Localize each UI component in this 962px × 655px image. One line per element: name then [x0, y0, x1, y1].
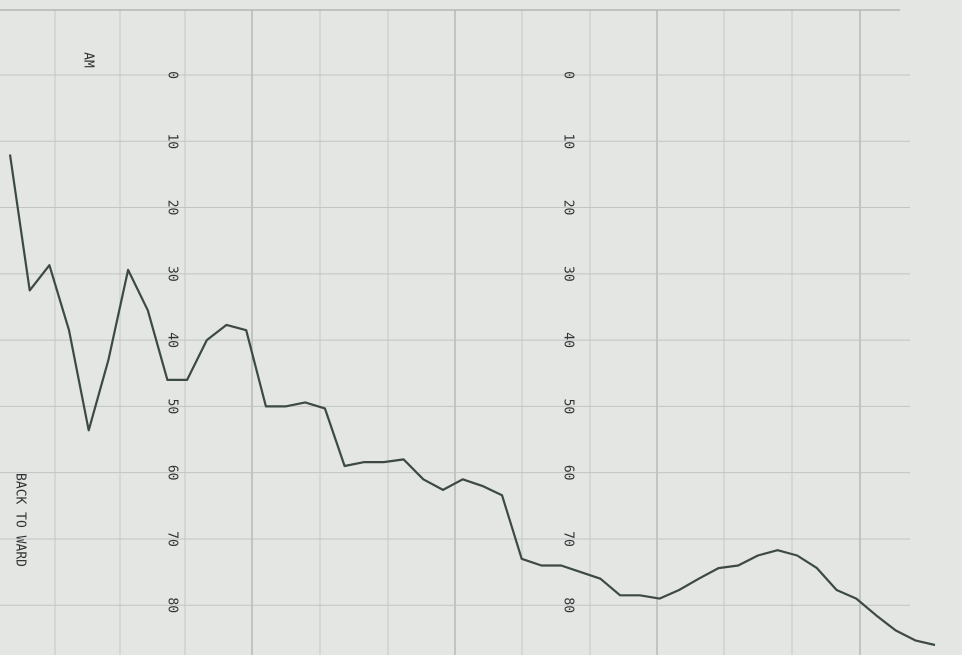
y-tick-label: 40 [561, 332, 576, 348]
y-tick-label: 10 [561, 133, 576, 149]
y-tick-label: 30 [165, 266, 180, 282]
chart: AM BACK TO WARD 0 0 10 10 20 20 30 30 40 40 50 50 60… [0, 0, 962, 655]
y-tick-label: 80 [561, 597, 576, 613]
y-tick-label: 50 [561, 399, 576, 415]
y-tick-label: 0 [561, 71, 576, 79]
y-tick-label: 60 [165, 465, 180, 481]
paper [0, 0, 962, 655]
y-tick-label: 0 [165, 71, 180, 79]
y-tick-label: 30 [561, 266, 576, 282]
y-tick-label: 20 [561, 200, 576, 216]
y-tick-label: 70 [165, 531, 180, 547]
y-tick-label: 60 [561, 465, 576, 481]
y-tick-label: 10 [165, 133, 180, 149]
y-tick-label: 20 [165, 200, 180, 216]
y-tick-label: 80 [165, 597, 180, 613]
annotation: BACK TO WARD [13, 473, 28, 567]
y-tick-label: 70 [561, 531, 576, 547]
y-tick-label: 40 [165, 332, 180, 348]
y-tick-label: 50 [165, 399, 180, 415]
annotation: AM [81, 52, 96, 68]
